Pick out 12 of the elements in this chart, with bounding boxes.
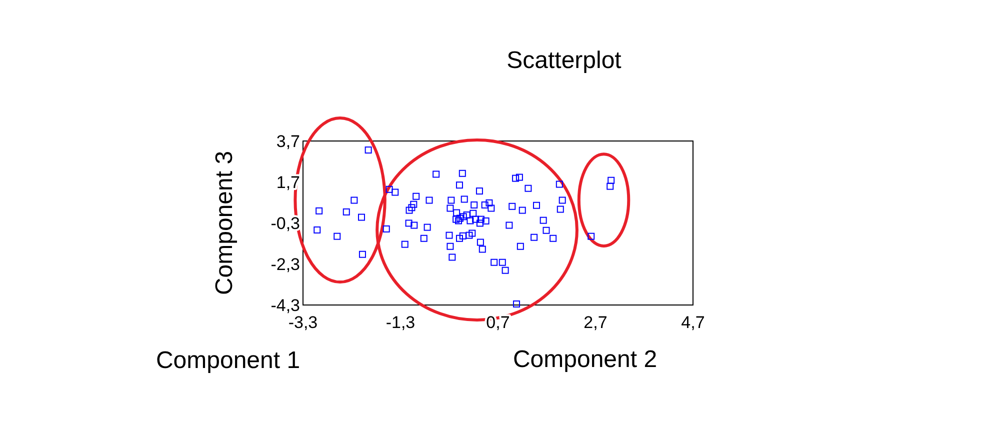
y-axis-title: Component 3	[211, 150, 238, 296]
x-tick-label: 4,7	[681, 313, 705, 332]
x-tick-label: 2,7	[584, 313, 608, 332]
x-axis-title: Component 2	[512, 346, 658, 373]
x-tick-label: 0,7	[486, 313, 510, 332]
x-tick-label: -3,3	[288, 313, 318, 332]
y-tick-label: 3,7	[276, 132, 300, 151]
y-tick-label: -2,3	[270, 254, 300, 274]
text: Component 1	[156, 347, 300, 374]
x-tick-label: -1,3	[386, 313, 416, 332]
chart-title: Scatterplot	[506, 47, 622, 74]
y-tick-label: -4,3	[270, 296, 300, 315]
